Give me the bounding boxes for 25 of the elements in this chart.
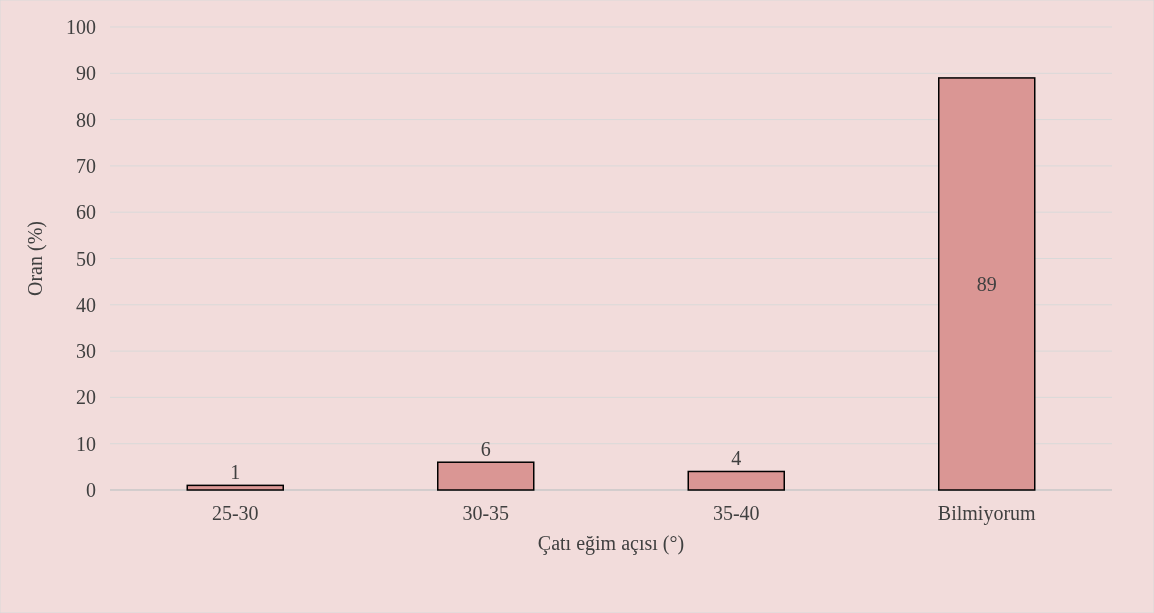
x-tick-label: 30-35 xyxy=(462,502,510,524)
data-label: 1 xyxy=(230,461,241,484)
x-tick-label: 25-30 xyxy=(211,502,259,524)
y-tick-label: 10 xyxy=(76,432,96,455)
y-axis-title: Oran (%) xyxy=(24,221,47,296)
x-tick-label: 35-40 xyxy=(712,502,760,524)
data-label: 6 xyxy=(480,438,491,461)
y-tick-label: 20 xyxy=(76,386,96,409)
x-tick-label: Bilmiyorum xyxy=(937,502,1037,525)
y-tick-label: 60 xyxy=(76,201,96,224)
y-tick-label: 40 xyxy=(76,293,96,316)
bar xyxy=(938,77,1036,491)
y-tick-label: 70 xyxy=(76,154,96,177)
y-tick-label: 80 xyxy=(76,108,96,131)
bar xyxy=(687,470,785,491)
bar xyxy=(437,461,535,491)
data-label: 4 xyxy=(731,447,742,470)
y-tick-label: 100 xyxy=(66,16,96,38)
y-tick-label: 30 xyxy=(76,340,96,363)
y-tick-label: 50 xyxy=(76,247,96,270)
y-tick-label: 0 xyxy=(86,479,96,501)
data-label: 89 xyxy=(976,272,997,295)
y-tick-label: 90 xyxy=(76,62,96,85)
bar xyxy=(186,484,284,491)
x-axis-title: Çatı eğim açısı (°) xyxy=(537,532,685,555)
